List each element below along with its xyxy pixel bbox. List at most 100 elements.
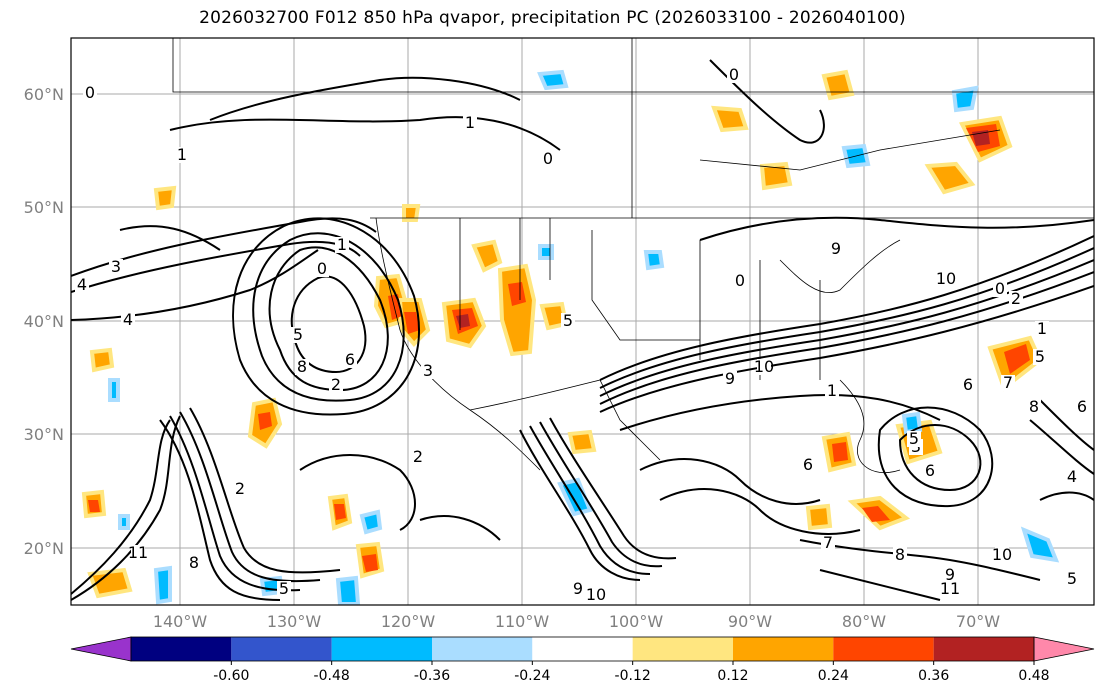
contour-label-bg (561, 313, 575, 329)
contour-label-bg (295, 359, 309, 375)
lat-label: 60°N (24, 85, 64, 104)
colorbar-tick-label: -0.24 (514, 668, 550, 684)
contour-label-bg (727, 67, 741, 83)
contour-label: 0 (995, 279, 1005, 298)
contour-label-bg (411, 449, 425, 465)
contour-label: 2 (413, 447, 423, 466)
contour-label-bg (421, 363, 435, 379)
contour-label: 10 (754, 357, 774, 376)
map-border (70, 37, 1095, 606)
contour-label: 9 (725, 369, 735, 388)
contour-label-bg (757, 359, 771, 375)
lon-label: 120°W (381, 612, 436, 631)
contour-label-bg (733, 273, 747, 289)
contour-label: 1 (1037, 319, 1047, 338)
contour-label: 9 (945, 565, 955, 584)
colorbar-tick-label: 0.12 (717, 668, 748, 684)
contour-label-bg (1027, 399, 1041, 415)
lon-label: 100°W (609, 612, 664, 631)
contour-label: 1 (827, 381, 837, 400)
colorbar-segment (131, 637, 232, 661)
lon-label: 110°W (495, 612, 550, 631)
colorbar-tick-label: -0.12 (615, 668, 651, 684)
contour-label-bg (463, 115, 477, 131)
contour-label-bg (829, 241, 843, 257)
contour-label-bg (233, 481, 247, 497)
contour-label-bg (83, 85, 97, 101)
contour-label-bg (723, 371, 737, 387)
contour-label: 1 (465, 113, 475, 132)
contour-label-bg (589, 587, 603, 603)
contour-label-bg (329, 377, 343, 393)
latitude-labels: 60°N 50°N 40°N 30°N 20°N (24, 85, 64, 558)
contour-label-bg (1065, 469, 1079, 485)
contour-label: 6 (925, 461, 935, 480)
lon-label: 80°W (842, 612, 886, 631)
contour-label: 5 (293, 325, 303, 344)
colorbar-segment (331, 637, 432, 661)
lon-label: 90°W (728, 612, 772, 631)
contour-label: 10 (992, 545, 1012, 564)
contour-label: 10 (586, 585, 606, 604)
lon-label: 140°W (153, 612, 208, 631)
longitude-labels: 140°W 130°W 120°W 110°W 100°W 90°W 80°W 70°W (153, 612, 1000, 631)
colorbar-tick-label: -0.60 (213, 668, 249, 684)
contour-label: 5 (1067, 569, 1077, 588)
contour-label-bg (343, 352, 357, 368)
contour-label-bg (109, 259, 123, 275)
contour-label-bg (801, 457, 815, 473)
contour-label: 0 (735, 271, 745, 290)
contour-label-bg (923, 463, 937, 479)
lon-label: 130°W (267, 612, 322, 631)
contour-label: 3 (423, 361, 433, 380)
contour-label: 1 (177, 145, 187, 164)
contour-label-bg (939, 271, 953, 287)
contour-label-bg (961, 377, 975, 393)
contour-label: 11 (940, 579, 960, 598)
lat-label: 30°N (24, 425, 64, 444)
colorbar-tick-label: -0.36 (414, 668, 450, 684)
colorbar-segment (933, 637, 1034, 661)
contour-label-bg (943, 581, 957, 597)
contour-label: 7 (823, 533, 833, 552)
contour-label: 8 (297, 357, 307, 376)
colorbar-extend-low (70, 636, 132, 662)
contour-label: 1 (337, 235, 347, 254)
contour-label-bg (541, 151, 555, 167)
contour-label: 2 (235, 479, 245, 498)
colorbar-extend-high (1033, 636, 1095, 662)
colorbar-segment (733, 637, 834, 661)
contour-label: 6 (1077, 397, 1087, 416)
contour-label: 0 (85, 83, 95, 102)
contour-label-bg (1075, 399, 1089, 415)
contour-label-bg (571, 581, 585, 597)
lat-label: 50°N (24, 198, 64, 217)
colorbar: -0.60 -0.48 -0.36 -0.24 -0.12 0.12 0.24 0.36 0.4… (70, 636, 1095, 684)
contour-label-bg (1001, 375, 1015, 391)
colorbar-tick-label: -0.48 (314, 668, 350, 684)
contour-label: 3 (111, 257, 121, 276)
colorbar-segment (432, 637, 533, 661)
contour-label: 6 (345, 350, 355, 369)
contour-label: 7 (1003, 373, 1013, 392)
contour-label: 4 (123, 310, 133, 329)
contour-label-bg (75, 277, 89, 293)
contour-label-bg (315, 261, 329, 277)
contour-label-bg (995, 547, 1009, 563)
contour-label: 0 (729, 65, 739, 84)
colorbar-tick-label: 0.48 (1018, 668, 1049, 684)
contour-label: 2 (1011, 289, 1021, 308)
contour-label: 4 (77, 275, 87, 294)
contour-label: 0 (543, 149, 553, 168)
contour-label-bg (131, 545, 145, 561)
contour-label: 6 (963, 375, 973, 394)
colorbar-segment (532, 637, 633, 661)
contour-label-bg (821, 535, 835, 551)
contour-label-bg (1065, 571, 1079, 587)
contour-label: 11 (128, 543, 148, 562)
political-borders (172, 38, 1094, 474)
contour-label-bg (291, 327, 305, 343)
contour-label: 10 (936, 269, 956, 288)
contour-label: 5 (909, 429, 919, 448)
